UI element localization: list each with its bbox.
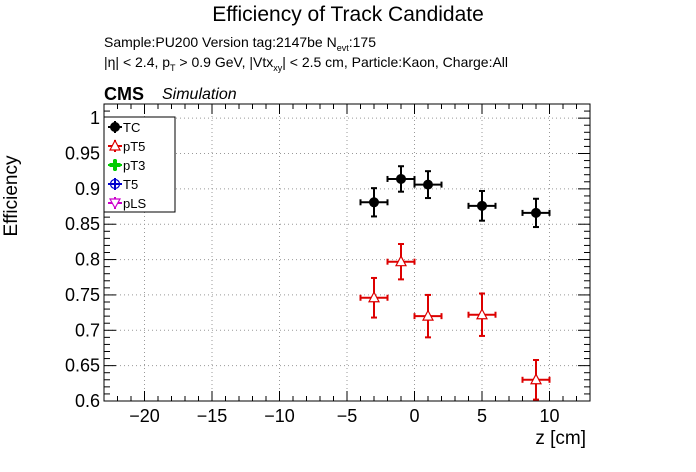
y-tick-label: 0.95 — [65, 144, 100, 164]
legend-entry-TC: TC — [108, 120, 140, 135]
legend-label: pT5 — [123, 139, 145, 154]
legend-entry-pLS: pLS — [108, 196, 146, 211]
marker-pT5 — [368, 290, 380, 303]
data-point-TC — [386, 165, 416, 193]
data-point-TC — [467, 189, 497, 222]
x-tick-label: −20 — [129, 406, 160, 426]
x-tick-label: 0 — [409, 406, 419, 426]
data-point-pT5 — [386, 243, 416, 281]
y-tick-label: 0.85 — [65, 214, 100, 234]
x-axis-label: z [cm] — [535, 428, 586, 449]
legend-label: TC — [123, 120, 140, 135]
legend-marker — [110, 122, 120, 132]
legend-label: T5 — [123, 177, 138, 192]
cut-vtx-subscript: xy — [273, 62, 283, 73]
selection-cuts: |η| < 2.4, pT > 0.9 GeV, |Vtxxy| < 2.5 c… — [104, 54, 508, 73]
data-point-pT5 — [413, 293, 443, 339]
legend-entry-pT3: pT3 — [108, 158, 145, 173]
marker-TC — [423, 179, 433, 190]
chart-title: Efficiency of Track Candidate — [212, 3, 484, 26]
marker-TC — [477, 200, 487, 211]
y-tick-label: 0.7 — [75, 320, 100, 340]
sample-info-suffix: :175 — [348, 34, 376, 50]
marker-TC — [531, 207, 541, 218]
data-point-TC — [521, 197, 551, 229]
nevt-subscript: evt — [336, 42, 349, 53]
cut-eta: |η| < 2.4, p — [104, 54, 171, 70]
cut-pt-rest: > 0.9 GeV, |Vtx — [175, 54, 274, 70]
legend-marker — [109, 159, 121, 171]
cms-label: CMS — [104, 84, 144, 104]
legend-entry-T5: T5 — [108, 177, 138, 192]
data-point-TC — [359, 187, 389, 218]
data-point-pT5 — [467, 292, 497, 337]
y-tick-label: 1 — [90, 108, 100, 128]
y-tick-label: 0.8 — [75, 250, 100, 270]
legend-label: pLS — [123, 196, 146, 211]
cut-rest: | < 2.5 cm, Particle:Kaon, Charge:All — [282, 54, 509, 70]
marker-pT5 — [422, 309, 434, 321]
marker-TC — [396, 173, 406, 184]
x-tick-label: −10 — [264, 406, 295, 426]
marker-TC — [369, 197, 379, 208]
y-tick-label: 0.9 — [75, 179, 100, 199]
legend-marker — [109, 178, 121, 190]
y-tick-label: 0.75 — [65, 285, 100, 305]
sample-info: Sample:PU200 Version tag:2147be Nevt:175 — [104, 34, 376, 53]
simulation-label: Simulation — [162, 86, 237, 103]
legend-marker — [108, 198, 122, 210]
x-tick-label: 5 — [477, 406, 487, 426]
y-tick-label: 0.6 — [75, 391, 100, 411]
x-tick-label: −5 — [337, 406, 358, 426]
legend-marker — [109, 139, 121, 151]
legend-label: pT3 — [123, 158, 145, 173]
x-tick-label: −15 — [197, 406, 228, 426]
marker-pT5 — [530, 372, 542, 385]
legend-entry-pT5: pT5 — [108, 139, 145, 154]
data-point-TC — [413, 170, 443, 200]
cut-pt-subscript: T — [170, 62, 176, 73]
marker-pT5 — [395, 254, 407, 267]
sample-info-prefix: Sample:PU200 Version tag:2147be N — [104, 34, 337, 50]
x-tick-label: 10 — [539, 406, 559, 426]
data-point-pT5 — [521, 358, 551, 401]
marker-pT5 — [476, 307, 488, 320]
data-point-pT5 — [359, 276, 389, 319]
y-tick-label: 0.65 — [65, 356, 100, 376]
